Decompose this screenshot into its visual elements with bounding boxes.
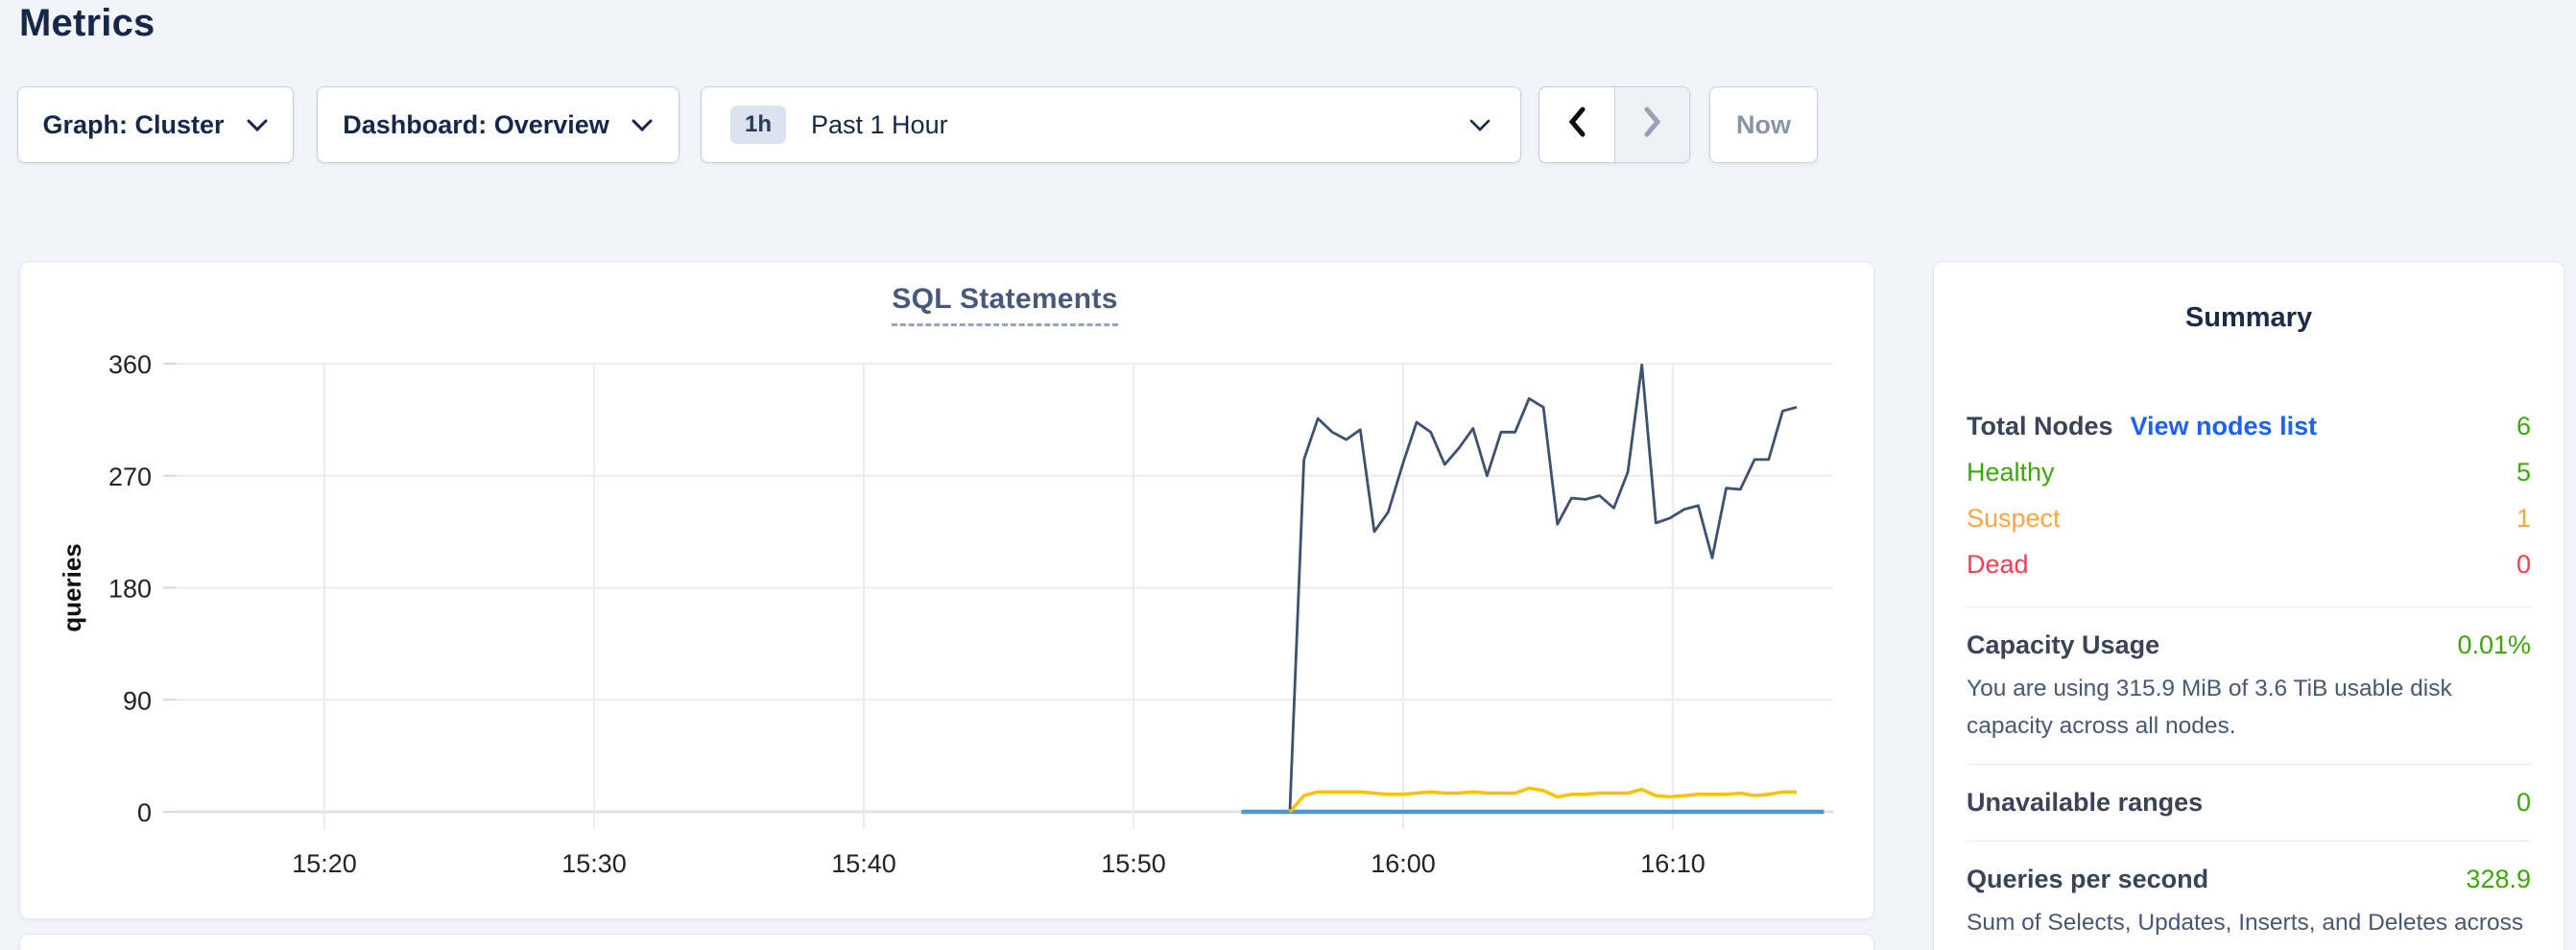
sql-statements-chart-card: SQL Statements queries 0 90 180 270 360 15:20… bbox=[19, 261, 1874, 919]
y-tick-label: 180 bbox=[108, 575, 152, 604]
chart-title: SQL Statements bbox=[177, 283, 1833, 326]
x-tick-label: 15:40 bbox=[831, 849, 896, 878]
unavailable-ranges-value: 0 bbox=[2516, 788, 2531, 818]
capacity-usage-section: Capacity Usage 0.01% You are using 315.9… bbox=[1967, 627, 2531, 745]
total-nodes-row: Total Nodes View nodes list 6 bbox=[1967, 403, 2531, 449]
total-nodes-label: Total Nodes bbox=[1967, 411, 2113, 440]
view-nodes-list-link[interactable]: View nodes list bbox=[2130, 411, 2318, 440]
suspect-label: Suspect bbox=[1967, 503, 2061, 533]
graph-scope-dropdown[interactable]: Graph: Cluster bbox=[17, 86, 294, 163]
dashboard-label: Dashboard: Overview bbox=[343, 109, 609, 139]
y-tick-label: 360 bbox=[108, 350, 152, 379]
capacity-usage-value: 0.01% bbox=[2457, 630, 2531, 659]
x-tick-label: 16:00 bbox=[1371, 849, 1436, 878]
sql-statements-chart: 0 90 180 270 360 15:20 15:30 15:40 15:50 16:00 16:… bbox=[108, 350, 1833, 878]
now-button-label: Now bbox=[1736, 109, 1791, 139]
summary-title: Summary bbox=[2184, 302, 2313, 333]
dead-nodes-row: Dead 0 bbox=[1967, 541, 2531, 587]
dead-label: Dead bbox=[1967, 549, 2029, 579]
chevron-down-icon bbox=[1468, 118, 1491, 132]
queries-per-second-label: Queries per second bbox=[1967, 865, 2209, 894]
dead-value: 0 bbox=[2516, 549, 2531, 579]
divider bbox=[1967, 764, 2531, 766]
dashboard-dropdown[interactable]: Dashboard: Overview bbox=[317, 86, 680, 163]
chevron-down-icon bbox=[246, 118, 269, 132]
y-tick-label: 0 bbox=[137, 798, 152, 827]
suspect-nodes-row: Suspect 1 bbox=[1967, 495, 2531, 541]
time-range-label: Past 1 Hour bbox=[811, 109, 948, 139]
x-tick-label: 15:50 bbox=[1101, 849, 1166, 878]
queries-per-second-description: Sum of Selects, Updates, Inserts, and De… bbox=[1967, 910, 2524, 950]
chart-line-dark-blue bbox=[1288, 363, 1798, 810]
x-tick-label: 16:10 bbox=[1640, 849, 1705, 878]
healthy-label: Healthy bbox=[1967, 457, 2055, 487]
queries-per-second-value: 328.9 bbox=[2466, 865, 2531, 894]
suspect-value: 1 bbox=[2516, 503, 2531, 533]
queries-per-second-section: Queries per second 328.9 Sum of Selects,… bbox=[1967, 861, 2531, 950]
unavailable-ranges-label: Unavailable ranges bbox=[1967, 788, 2204, 818]
page-title: Metrics bbox=[19, 2, 155, 44]
divider bbox=[1967, 606, 2531, 607]
chart-title-text[interactable]: SQL Statements bbox=[892, 283, 1118, 326]
summary-panel: Summary Total Nodes View nodes list 6 He… bbox=[1933, 261, 2564, 950]
total-nodes-value: 6 bbox=[2516, 411, 2531, 440]
y-tick-label: 90 bbox=[123, 686, 152, 715]
healthy-value: 5 bbox=[2516, 457, 2531, 487]
capacity-usage-label: Capacity Usage bbox=[1967, 630, 2160, 659]
now-button[interactable]: Now bbox=[1709, 86, 1818, 163]
chevron-left-icon bbox=[1566, 106, 1587, 145]
graph-scope-label: Graph: Cluster bbox=[42, 109, 225, 139]
healthy-nodes-row: Healthy 5 bbox=[1967, 449, 2531, 495]
capacity-usage-description: You are using 315.9 MiB of 3.6 TiB usabl… bbox=[1967, 676, 2452, 740]
time-range-dropdown[interactable]: 1h Past 1 Hour bbox=[701, 86, 1521, 163]
x-tick-label: 15:30 bbox=[561, 849, 627, 878]
time-range-badge: 1h bbox=[730, 106, 787, 144]
time-step-buttons bbox=[1538, 86, 1690, 163]
previous-time-button[interactable] bbox=[1539, 87, 1614, 162]
chart-line-yellow bbox=[1288, 786, 1797, 814]
unavailable-ranges-section: Unavailable ranges 0 bbox=[1967, 784, 2531, 821]
node-status-list: Total Nodes View nodes list 6 Healthy 5 … bbox=[1967, 403, 2531, 587]
next-chart-card-partial bbox=[19, 934, 1874, 950]
next-time-button-disabled[interactable] bbox=[1614, 87, 1689, 162]
chevron-down-icon bbox=[631, 118, 654, 132]
x-tick-label: 15:20 bbox=[292, 849, 357, 878]
divider bbox=[1967, 841, 2531, 843]
chevron-right-icon bbox=[1642, 106, 1663, 145]
y-tick-label: 270 bbox=[108, 463, 152, 491]
